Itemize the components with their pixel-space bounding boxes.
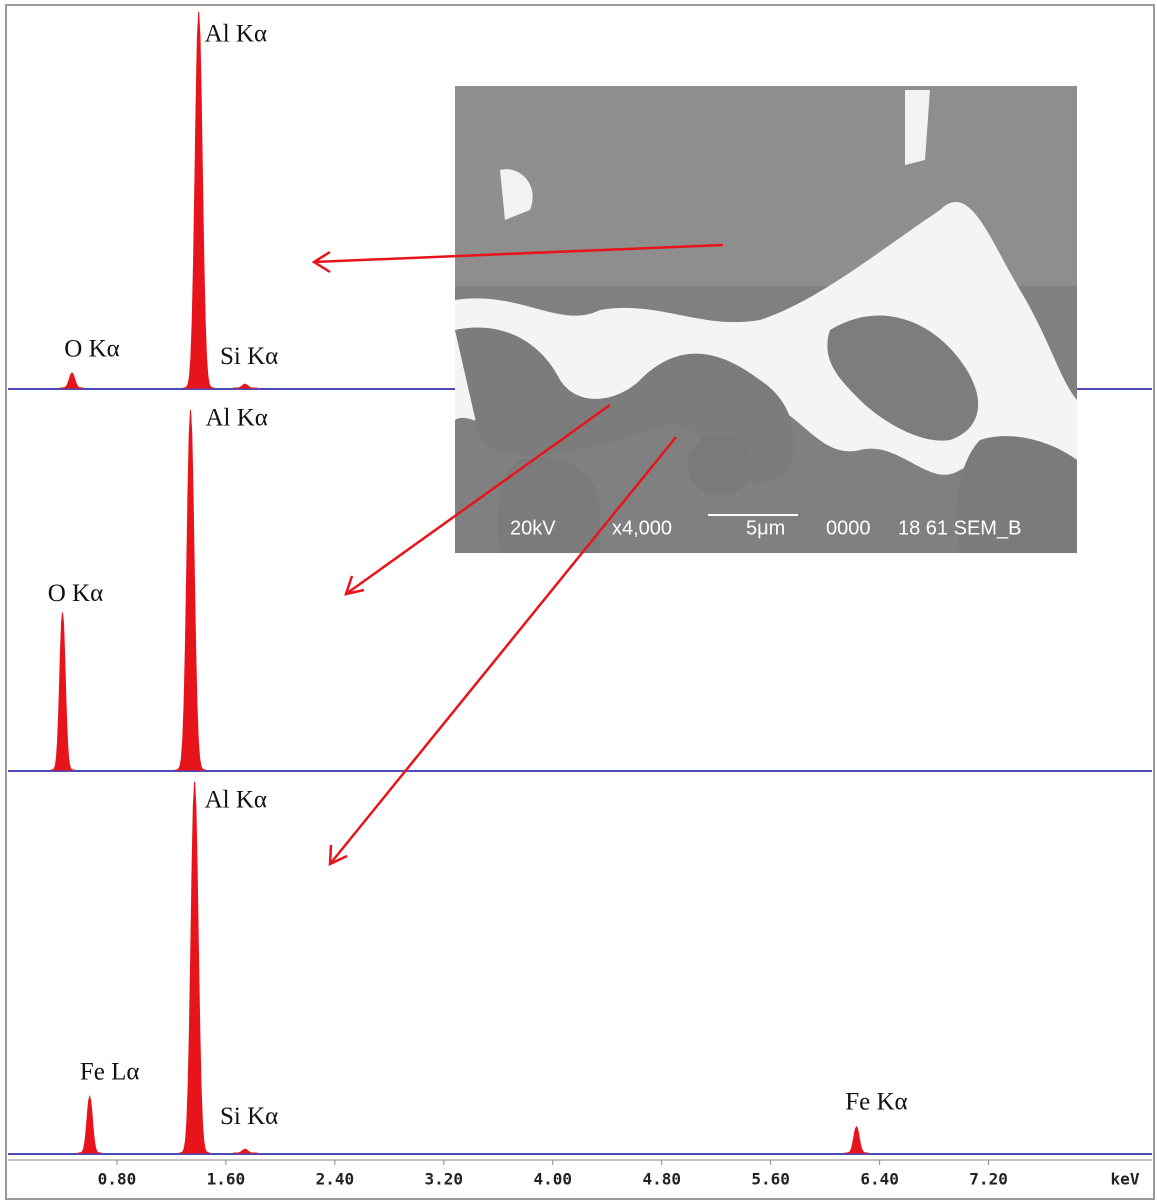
sem-caption: 20kV <box>510 517 556 539</box>
peak-label: O Kα <box>64 336 119 363</box>
peak <box>233 1149 257 1153</box>
x-tick-label: 2.40 <box>316 1170 355 1189</box>
x-tick-label: 4.00 <box>533 1170 572 1189</box>
peak-label: Si Kα <box>220 1103 278 1130</box>
peak <box>845 1127 869 1153</box>
peak <box>233 384 257 388</box>
x-tick-label: 0.80 <box>98 1170 137 1189</box>
x-tick-label: 1.60 <box>207 1170 246 1189</box>
sem-caption: 0000 <box>826 517 871 539</box>
peak-label: Al Kα <box>205 405 267 432</box>
x-axis-label: keV <box>1111 1170 1140 1189</box>
peak-label: Al Kα <box>205 21 267 48</box>
peak-label: Fe Lα <box>80 1058 140 1085</box>
peak <box>175 410 206 770</box>
sem-image: 20kV x4,000 5μm 0000 18 61 SEM_B <box>455 86 1077 553</box>
peak <box>78 1097 102 1153</box>
peak <box>60 373 84 388</box>
sem-caption: x4,000 <box>612 517 672 539</box>
peak <box>183 12 214 388</box>
x-tick-label: 5.60 <box>751 1170 790 1189</box>
sem-grain <box>688 435 752 495</box>
sem-caption: 18 61 SEM_B <box>898 517 1021 539</box>
x-tick-label: 6.40 <box>860 1170 899 1189</box>
peak-label: O Kα <box>48 580 103 607</box>
peak-label: Al Kα <box>205 786 267 813</box>
x-tick-label: 3.20 <box>425 1170 464 1189</box>
x-tick-label: 7.20 <box>969 1170 1008 1189</box>
sem-caption: 5μm <box>746 517 785 539</box>
peak <box>179 782 210 1153</box>
peak-label: Si Kα <box>220 343 278 370</box>
x-tick-label: 4.80 <box>642 1170 681 1189</box>
peak <box>51 613 75 771</box>
peak-label: Fe Kα <box>845 1088 907 1115</box>
figure: O Kα Al Kα Si Kα O Kα Al Kα Fe Lα Al Kα Si Kα Fe… <box>0 0 1157 1202</box>
